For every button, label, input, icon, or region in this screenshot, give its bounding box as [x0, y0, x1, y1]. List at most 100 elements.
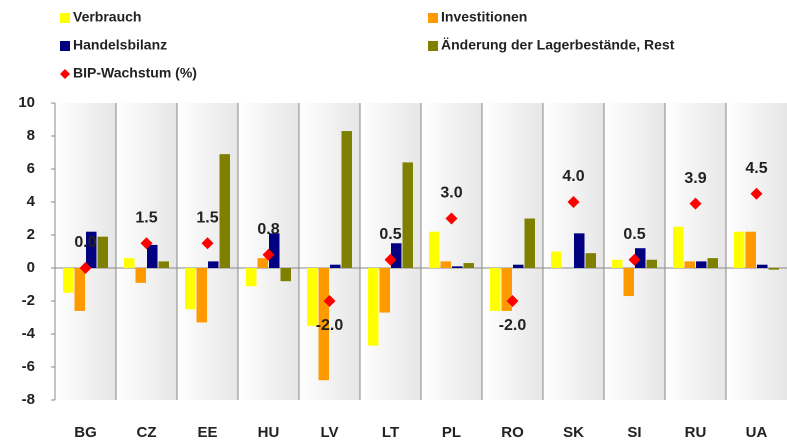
y-tick-label: 8	[27, 127, 35, 144]
bar	[463, 263, 474, 268]
legend-swatch	[60, 41, 70, 51]
x-tick-label: SI	[627, 424, 641, 441]
x-tick-label: HU	[258, 424, 280, 441]
band-bg	[604, 103, 665, 400]
data-label: 3.0	[440, 185, 462, 202]
data-label: 3.9	[684, 170, 706, 187]
data-label: -2.0	[499, 317, 527, 334]
bar	[623, 268, 634, 297]
bar	[635, 248, 646, 268]
bar	[501, 268, 512, 311]
legend-label: Änderung der Lagerbestände, Rest	[441, 37, 675, 53]
x-tick-label: BG	[74, 424, 97, 441]
bar	[745, 231, 756, 268]
bar	[341, 131, 352, 268]
x-tick-label: EE	[197, 424, 217, 441]
bar	[63, 268, 74, 293]
bar	[135, 268, 146, 283]
marker	[628, 253, 641, 266]
x-tick-label: SK	[563, 424, 584, 441]
x-tick-label: LT	[382, 424, 399, 441]
bar	[158, 261, 169, 268]
y-tick-label: -6	[22, 358, 35, 375]
bar	[185, 268, 196, 310]
bar	[307, 268, 318, 326]
bar	[318, 268, 329, 381]
bar	[574, 233, 585, 268]
y-tick-label: 4	[27, 193, 36, 210]
bar	[147, 244, 158, 268]
bar	[768, 268, 779, 270]
bar	[246, 268, 257, 287]
marker	[262, 248, 275, 261]
legend-label: Handelsbilanz	[73, 37, 167, 53]
bar	[379, 268, 390, 313]
bar	[429, 231, 440, 268]
legend-label: Verbrauch	[73, 9, 141, 25]
bar	[734, 231, 745, 268]
bar	[124, 258, 135, 268]
marker	[323, 295, 336, 307]
x-tick-label: RU	[685, 424, 707, 441]
x-tick-label: UA	[746, 424, 768, 441]
bar	[585, 253, 596, 268]
marker	[140, 237, 153, 250]
marker	[506, 295, 519, 307]
data-label: 1.5	[196, 209, 218, 226]
band-bg	[116, 103, 177, 400]
bar	[97, 236, 108, 268]
marker	[79, 262, 92, 274]
bar	[219, 154, 230, 268]
bar	[196, 268, 207, 323]
bar	[402, 162, 413, 268]
data-label: 1.5	[135, 209, 157, 226]
bar	[612, 259, 623, 268]
bar	[452, 266, 463, 268]
data-label: 0.8	[257, 221, 279, 238]
y-tick-label: 6	[27, 160, 35, 177]
x-tick-label: CZ	[137, 424, 157, 441]
bar	[757, 264, 768, 268]
marker	[567, 196, 580, 208]
y-tick-label: -4	[22, 325, 36, 342]
marker	[445, 212, 458, 225]
data-label: 0.5	[379, 226, 401, 243]
bar	[673, 226, 684, 268]
data-label: 0.0	[74, 234, 96, 251]
bar	[391, 243, 402, 268]
y-tick-label: 10	[18, 94, 35, 111]
data-label: 0.5	[623, 226, 645, 243]
marker	[201, 237, 214, 250]
bar	[330, 264, 341, 268]
legend-label: BIP-Wachstum (%)	[73, 65, 197, 81]
bar	[707, 258, 718, 268]
bar	[269, 233, 280, 268]
y-tick-label: -8	[22, 391, 35, 408]
legend-swatch	[428, 41, 438, 51]
x-tick-label: PL	[442, 424, 461, 441]
bar	[257, 258, 268, 268]
data-label: -2.0	[316, 317, 344, 334]
bar	[551, 251, 562, 268]
bar	[440, 261, 451, 268]
marker	[750, 187, 763, 200]
y-tick-label: -2	[22, 292, 35, 309]
bar	[280, 268, 291, 282]
bar	[696, 261, 707, 268]
y-tick-label: 2	[27, 226, 35, 243]
marker	[384, 253, 397, 266]
data-label: 4.0	[562, 168, 584, 185]
legend-marker	[60, 69, 70, 79]
x-tick-label: LV	[320, 424, 338, 441]
legend-swatch	[60, 13, 70, 23]
legend-label: Investitionen	[441, 9, 527, 25]
bar	[368, 268, 379, 346]
data-label: 4.5	[745, 160, 767, 177]
bar	[490, 268, 501, 311]
bar	[684, 261, 695, 268]
marker	[689, 197, 702, 210]
bar	[86, 231, 97, 268]
legend-swatch	[428, 13, 438, 23]
bar	[646, 259, 657, 268]
